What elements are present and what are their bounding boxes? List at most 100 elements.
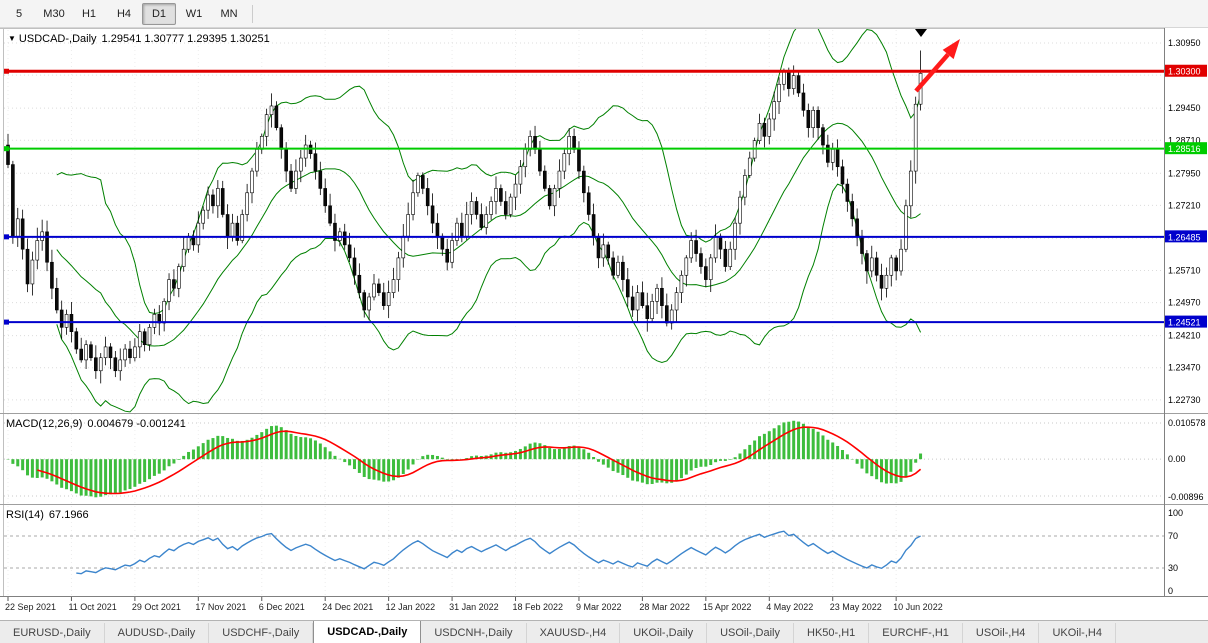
- rsi-value: 67.1966: [48, 509, 89, 521]
- date-axis-label: 6 Dec 2021: [259, 602, 305, 612]
- timeframe-button-d1[interactable]: D1: [142, 2, 176, 25]
- date-axis-label: 29 Oct 2021: [132, 602, 181, 612]
- arrow-head-icon: [942, 39, 960, 60]
- date-axis-label: 15 Apr 2022: [703, 602, 752, 612]
- price-tag-1.26485: 1.26485: [1165, 230, 1207, 243]
- panel-separators: [0, 28, 1208, 597]
- macd-axis-label: -0.00896: [1168, 492, 1204, 502]
- date-axis[interactable]: 22 Sep 2021 11 Oct 2021 29 Oct 2021 17 Nov …: [5, 597, 943, 612]
- date-axis-label: 28 Mar 2022: [639, 602, 690, 612]
- price-axis-label: 1.27950: [1168, 168, 1201, 178]
- timeframe-button-w1[interactable]: W1: [185, 7, 203, 20]
- hline-handle: [4, 234, 9, 240]
- hline-1.24521[interactable]: [4, 319, 1164, 325]
- bollinger-lower-band: [56, 183, 922, 413]
- date-axis-label: 10 Jun 2022: [893, 602, 943, 612]
- price-axis-label: 1.23470: [1168, 363, 1201, 373]
- tab-usoil-h4[interactable]: USOil-,H4: [963, 623, 1040, 643]
- symbol-tab-bar: EURUSD-,Daily AUDUSD-,Daily USDCHF-,Daily U…: [0, 620, 1208, 643]
- trend-arrow-object[interactable]: [914, 39, 960, 93]
- macd-values: 0.004679 -0.001241: [87, 418, 186, 430]
- timeframe-button-mn[interactable]: MN: [220, 7, 238, 20]
- rsi-axis-label: 70: [1168, 531, 1178, 541]
- rsi-axis-label: 100: [1168, 508, 1183, 518]
- chart-area: 1.30950 1.29450 1.28710 1.27950 1.27210 1.257…: [0, 28, 1208, 620]
- rsi-axis-label: 0: [1168, 586, 1173, 596]
- rsi-axis-label: 30: [1168, 563, 1178, 573]
- timeframe-button-h1[interactable]: H1: [81, 7, 97, 20]
- timeframe-button-h4[interactable]: H4: [116, 7, 132, 20]
- price-axis-label: 1.27210: [1168, 200, 1201, 210]
- horizontal-line-objects: [4, 68, 1164, 325]
- price-tag-1.28516: 1.28516: [1165, 142, 1207, 155]
- price-axis[interactable]: 1.30950 1.29450 1.28710 1.27950 1.27210 1.257…: [1165, 38, 1207, 596]
- tab-xauusd-h4[interactable]: XAUUSD-,H4: [527, 623, 621, 643]
- tab-usoil-daily[interactable]: USOil-,Daily: [707, 623, 794, 643]
- macd-label: MACD(12,26,9): [6, 418, 83, 430]
- date-axis-label: 22 Sep 2021: [5, 602, 56, 612]
- date-axis-label: 11 Oct 2021: [68, 602, 116, 612]
- ohlc-values: 1.29541 1.30777 1.29395 1.30251: [101, 33, 270, 45]
- hline-1.28516[interactable]: [4, 146, 1164, 152]
- price-axis-label: 1.29450: [1168, 103, 1201, 113]
- date-axis-label: 4 May 2022: [766, 602, 813, 612]
- price-axis-label: 1.24970: [1168, 298, 1201, 308]
- bollinger-bands: [56, 28, 922, 413]
- price-tag-1.24521: 1.24521: [1165, 315, 1207, 328]
- tab-usdcnh-daily[interactable]: USDCNH-,Daily: [421, 623, 527, 643]
- date-axis-label: 18 Feb 2022: [513, 602, 564, 612]
- hline-handle: [4, 319, 9, 325]
- rsi-label: RSI(14): [6, 509, 44, 521]
- timeframe-toolbar: 5 M30 H1 H4 D1 W1 MN: [0, 0, 1208, 28]
- price-axis-label: 1.24210: [1168, 331, 1201, 341]
- tab-eurchf-h1[interactable]: EURCHF-,H1: [869, 623, 963, 643]
- down-triangle-marker: [915, 29, 927, 37]
- date-axis-label: 17 Nov 2021: [195, 602, 246, 612]
- tab-usdcad-daily[interactable]: USDCAD-,Daily: [313, 621, 422, 643]
- date-axis-label: 24 Dec 2021: [322, 602, 373, 612]
- hline-1.30300[interactable]: [4, 68, 1164, 74]
- macd-panel: [4, 420, 1164, 498]
- tab-hk50-h1[interactable]: HK50-,H1: [794, 623, 870, 643]
- symbol-marker-icon: ▼: [8, 34, 16, 43]
- svg-text:1.26485: 1.26485: [1168, 232, 1201, 242]
- tab-ukoil-daily[interactable]: UKOil-,Daily: [620, 623, 708, 643]
- hline-handle: [4, 68, 9, 74]
- chart-canvas[interactable]: 1.30950 1.29450 1.28710 1.27950 1.27210 1.257…: [0, 28, 1208, 620]
- macd-axis-label: 0.010578: [1168, 418, 1206, 428]
- price-tag-1.30300: 1.30300: [1165, 64, 1207, 77]
- toolbar-separator: [252, 4, 253, 23]
- date-axis-label: 31 Jan 2022: [449, 602, 499, 612]
- rsi-line: [76, 530, 921, 575]
- tab-ukoil-h4[interactable]: UKOil-,H4: [1039, 623, 1116, 643]
- date-axis-label: 12 Jan 2022: [386, 602, 436, 612]
- macd-indicator-title: MACD(12,26,9) 0.004679 -0.001241: [6, 418, 186, 430]
- tab-audusd-daily[interactable]: AUDUSD-,Daily: [105, 623, 210, 643]
- timeframe-button-m30[interactable]: M30: [43, 7, 65, 20]
- timeframe-button-5[interactable]: 5: [15, 7, 23, 20]
- macd-axis-label: 0.00: [1168, 454, 1186, 464]
- price-axis-label: 1.30950: [1168, 38, 1201, 48]
- svg-text:1.28516: 1.28516: [1168, 144, 1201, 154]
- price-axis-label: 1.28710: [1168, 135, 1201, 145]
- rsi-indicator-title: RSI(14) 67.1966: [6, 509, 89, 521]
- hline-1.26485[interactable]: [4, 234, 1164, 240]
- price-axis-label: 1.22730: [1168, 395, 1201, 405]
- hline-handle: [4, 146, 9, 152]
- symbol-period-label: USDCAD-,Daily: [18, 33, 97, 45]
- date-axis-label: 9 Mar 2022: [576, 602, 622, 612]
- price-axis-label: 1.25710: [1168, 265, 1201, 275]
- tab-eurusd-daily[interactable]: EURUSD-,Daily: [0, 623, 105, 643]
- main-chart-title: ▼ USDCAD-,Daily 1.29541 1.30777 1.29395 1.…: [8, 33, 270, 45]
- candles-layer: [6, 50, 923, 384]
- bollinger-middle-band: [56, 122, 921, 347]
- macd-signal-line: [37, 426, 922, 495]
- svg-text:1.24521: 1.24521: [1168, 318, 1201, 328]
- rsi-panel: [4, 530, 1164, 575]
- bollinger-upper-band: [56, 28, 922, 315]
- tab-usdchf-daily[interactable]: USDCHF-,Daily: [209, 623, 314, 643]
- svg-text:1.30300: 1.30300: [1168, 67, 1201, 77]
- date-axis-label: 23 May 2022: [830, 602, 882, 612]
- grid-layer: [4, 30, 1164, 596]
